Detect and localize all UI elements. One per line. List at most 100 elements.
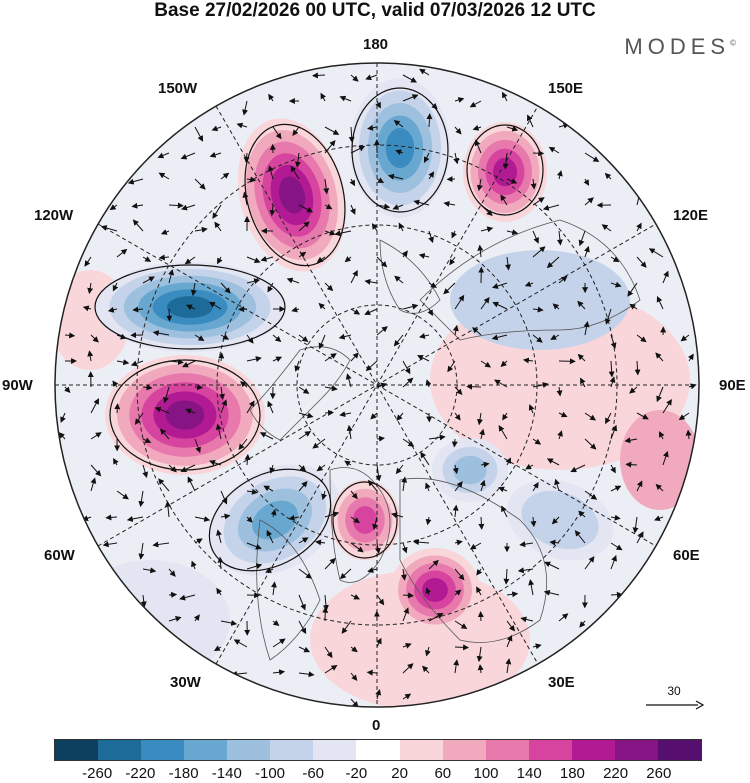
- wind-vector: [64, 332, 76, 339]
- wind-vector: [242, 191, 249, 206]
- wind-vector: [126, 516, 144, 522]
- wind-vector: [502, 91, 508, 102]
- wind-vector: [570, 464, 586, 473]
- wind-vector: [558, 613, 569, 622]
- anomaly-low-greenland-atlantic: [252, 500, 298, 540]
- wind-vector: [632, 516, 639, 534]
- wind-vector: [400, 568, 407, 581]
- wind-vector: [324, 511, 340, 518]
- wind-vector: [134, 412, 144, 425]
- wind-vector: [90, 398, 100, 414]
- wind-vector: [350, 352, 359, 362]
- wind-vector: [428, 434, 446, 441]
- wind-vector: [298, 430, 312, 440]
- wind-vector: [558, 411, 568, 418]
- wind-vector: [116, 490, 129, 500]
- wind-vector: [502, 412, 508, 421]
- wind-vector: [472, 125, 482, 131]
- wind-vector: [154, 406, 170, 414]
- wind-vector: [505, 658, 512, 674]
- wind-vector: [142, 276, 155, 284]
- wind-vector: [662, 399, 672, 414]
- wind-vector: [680, 334, 690, 342]
- wind-vector: [187, 476, 196, 492]
- wind-vector: [216, 587, 223, 596]
- wind-vector: [218, 352, 225, 362]
- wind-vector: [454, 589, 462, 596]
- wind-vector: [648, 248, 664, 258]
- wind-vector: [577, 353, 586, 362]
- wind-vector: [532, 482, 539, 492]
- wind-vector: [131, 202, 144, 209]
- wind-vector: [348, 126, 355, 143]
- wind-vector: [334, 230, 352, 237]
- wind-vector: [132, 306, 144, 313]
- wind-vector: [365, 74, 378, 81]
- lon-label-150e: 150E: [548, 80, 584, 97]
- colorbar-tick-label: 140: [516, 765, 542, 782]
- wind-vector: [350, 204, 356, 215]
- wind-vector: [522, 357, 534, 364]
- wind-vector: [610, 281, 622, 288]
- colorbar-swatch: [270, 740, 314, 760]
- wind-vector: [209, 151, 222, 158]
- wind-vector: [402, 74, 418, 83]
- wind-vector: [105, 514, 118, 521]
- wind-vector: [246, 400, 255, 414]
- colorbar-swatch: [356, 740, 400, 760]
- wind-vector: [402, 438, 415, 447]
- wind-vector: [506, 634, 513, 648]
- wind-vector: [659, 431, 665, 440]
- wind-vector: [449, 256, 456, 266]
- wind-vector: [114, 403, 121, 414]
- wind-vector: [370, 412, 378, 420]
- wind-vector: [580, 377, 586, 388]
- wind-vector: [401, 250, 408, 258]
- wind-vector: [479, 428, 485, 440]
- wind-vector: [392, 204, 404, 210]
- wind-vector: [298, 537, 309, 544]
- wind-vector: [636, 256, 647, 268]
- wind-vector: [610, 424, 618, 440]
- wind-vector: [610, 464, 616, 474]
- wind-vector: [548, 146, 560, 154]
- wind-vector: [298, 620, 307, 635]
- wind-vector: [506, 620, 515, 632]
- wind-vector: [629, 386, 638, 394]
- wind-vector: [324, 665, 338, 674]
- colorbar-tick-label: 20: [391, 765, 408, 782]
- wind-vector: [394, 275, 404, 284]
- wind-vector: [182, 360, 196, 368]
- wind-vector: [298, 386, 310, 394]
- wind-vector: [142, 567, 157, 574]
- map-boundary: [54, 62, 700, 708]
- wind-vector: [425, 587, 432, 596]
- wind-vector: [90, 334, 99, 343]
- wind-vector: [216, 256, 223, 265]
- wind-vector: [395, 149, 404, 156]
- wind-vector: [298, 594, 306, 611]
- wind-vector: [140, 594, 147, 608]
- wind-vector: [318, 334, 326, 350]
- wind-vector: [543, 589, 560, 596]
- wind-vector: [364, 308, 378, 316]
- wind-vector: [298, 221, 310, 232]
- wind-vector: [375, 100, 381, 109]
- wind-vector: [339, 568, 352, 580]
- wind-vector: [315, 539, 326, 546]
- wind-vector: [339, 411, 352, 418]
- wind-vector: [367, 567, 378, 573]
- wind-vector: [185, 408, 196, 415]
- colorbar-tick-label: -20: [345, 765, 368, 782]
- wind-vector: [453, 152, 460, 165]
- wind-vector: [324, 126, 340, 135]
- wind-vector: [604, 172, 612, 180]
- wind-vector: [220, 282, 231, 294]
- wind-vector: [636, 412, 649, 420]
- wind-vector: [454, 412, 461, 421]
- wind-vector: [158, 478, 170, 492]
- wind-vector: [419, 68, 430, 76]
- wind-vector: [480, 226, 494, 233]
- wind-vector: [469, 542, 482, 550]
